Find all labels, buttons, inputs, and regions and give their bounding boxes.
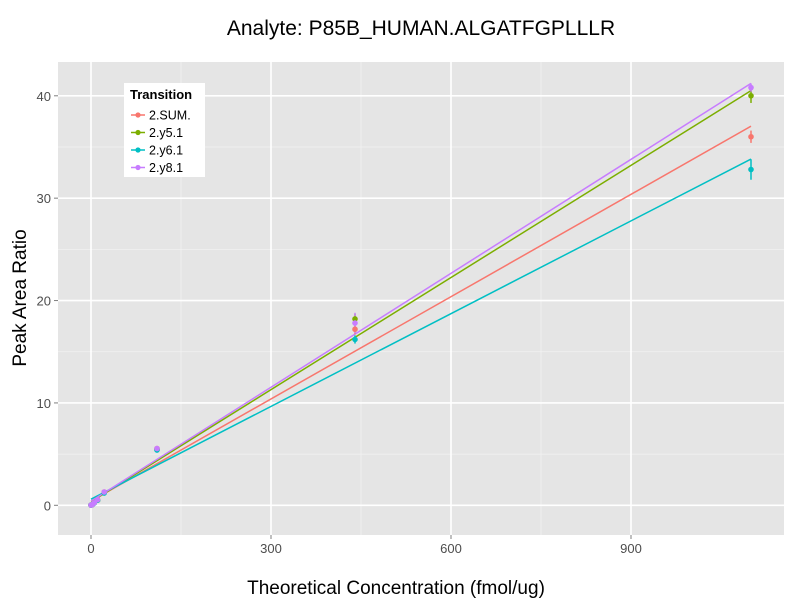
data-point: [352, 336, 358, 343]
x-axis-label: Theoretical Concentration (fmol/ug): [247, 578, 545, 599]
y-tick-label: 10: [37, 396, 51, 411]
fit-lines: [90, 82, 752, 503]
legend-label: 2.y8.1: [149, 161, 183, 175]
grid-layer: [58, 62, 784, 535]
y-tick-label: 20: [37, 294, 51, 309]
data-point: [748, 133, 754, 140]
y-axis: 0 10 20 30 40: [37, 89, 58, 513]
legend-key-point: [135, 112, 141, 118]
legend-label: 2.y6.1: [149, 144, 183, 158]
data-point: [352, 320, 358, 326]
data-point: [748, 84, 754, 91]
legend-label: 2.SUM.: [149, 109, 191, 123]
chart-title: Analyte: P85B_HUMAN.ALGATFGPLLLR: [227, 17, 615, 40]
fit-line: [90, 90, 752, 503]
legend-key-point: [135, 129, 141, 136]
x-tick-label: 300: [260, 541, 282, 556]
data-points: [88, 84, 754, 508]
x-axis: 0 300 600 900: [87, 535, 642, 556]
y-tick-label: 0: [44, 498, 51, 513]
fit-line: [90, 158, 752, 500]
x-tick-label: 0: [87, 541, 94, 556]
data-point: [94, 496, 101, 503]
data-point: [352, 326, 358, 333]
legend-title: Transition: [130, 87, 192, 102]
y-tick-label: 40: [37, 89, 51, 104]
legend-label: 2.y5.1: [149, 126, 183, 140]
legend-items: 2.SUM. 2.y5.1 2.y6.1 2.y8.1: [131, 109, 191, 175]
data-point: [748, 92, 754, 99]
data-point: [748, 166, 754, 173]
x-tick-label: 900: [620, 541, 642, 556]
fit-line: [90, 82, 752, 502]
data-point: [154, 445, 160, 452]
fit-line: [90, 125, 752, 502]
legend: Transition 2.SUM. 2.y5.1 2.y6.1 2.y8.1: [124, 83, 205, 177]
legend-key-point: [135, 147, 141, 153]
data-point: [101, 489, 107, 495]
y-axis-label: Peak Area Ratio: [10, 229, 31, 366]
y-tick-label: 30: [37, 191, 51, 206]
legend-key-point: [135, 164, 141, 171]
data-point: [352, 316, 358, 322]
x-tick-label: 600: [440, 541, 462, 556]
